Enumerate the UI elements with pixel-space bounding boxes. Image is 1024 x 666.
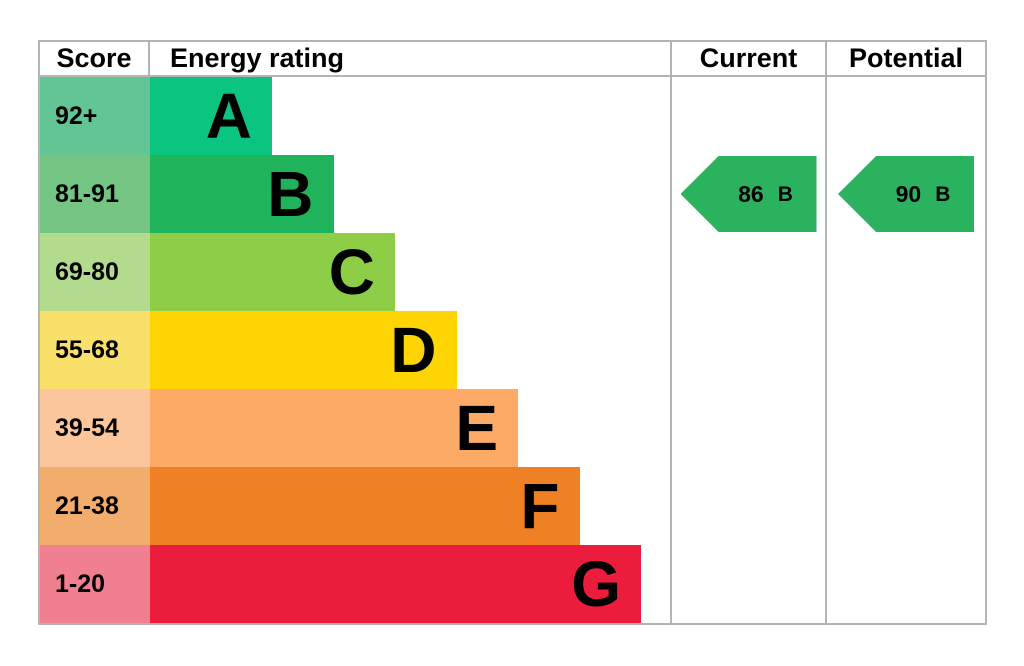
band-track-g: G [150,545,670,623]
band-bar-b: B [150,155,334,233]
band-track-a: A [150,77,670,155]
band-track-b: B [150,155,670,233]
band-bar-a: A [150,77,272,155]
potential-cell-a [825,77,985,155]
score-range-c: 69-80 [40,233,150,311]
header-row: Score Energy rating Current Potential [40,42,985,77]
band-row-g: 1-20 G [40,545,985,623]
current-cell-a [670,77,825,155]
current-cell-b: 86 B [670,155,825,233]
potential-cell-f [825,467,985,545]
band-bar-f: F [150,467,580,545]
band-row-a: 92+ A [40,77,985,155]
score-range-f: 21-38 [40,467,150,545]
band-track-c: C [150,233,670,311]
band-bar-d: D [150,311,457,389]
current-cell-f [670,467,825,545]
epc-chart-table: Score Energy rating Current Potential 92… [38,40,987,625]
current-column-header: Current [670,42,825,75]
current-rating-value: 86 [738,180,764,207]
potential-cell-g [825,545,985,623]
current-cell-e [670,389,825,467]
potential-rating-arrow: 90 B [838,156,974,232]
current-rating-band: B [777,182,793,206]
score-range-d: 55-68 [40,311,150,389]
band-row-e: 39-54 E [40,389,985,467]
current-cell-d [670,311,825,389]
potential-rating-band: B [935,182,951,206]
band-row-d: 55-68 D [40,311,985,389]
band-row-f: 21-38 F [40,467,985,545]
band-bar-c: C [150,233,395,311]
score-column-header: Score [40,42,150,75]
band-letter-g: G [571,548,621,620]
band-letter-a: A [205,80,252,152]
band-letter-f: F [520,470,560,542]
band-row-b: 81-91 B 86 B 90 B [40,155,985,233]
potential-rating-value: 90 [895,180,922,207]
band-track-e: E [150,389,670,467]
band-row-c: 69-80 C [40,233,985,311]
band-track-d: D [150,311,670,389]
potential-cell-e [825,389,985,467]
band-letter-b: B [267,158,314,230]
potential-cell-d [825,311,985,389]
band-track-f: F [150,467,670,545]
score-range-a: 92+ [40,77,150,155]
band-bar-e: E [150,389,518,467]
band-letter-c: C [328,236,375,308]
potential-column-header: Potential [825,42,985,75]
band-letter-d: D [390,314,437,386]
current-cell-c [670,233,825,311]
potential-cell-b: 90 B [825,155,985,233]
band-bar-g: G [150,545,641,623]
current-rating-arrow: 86 B [680,156,817,232]
current-cell-g [670,545,825,623]
score-range-e: 39-54 [40,389,150,467]
score-range-g: 1-20 [40,545,150,623]
band-letter-e: E [455,392,498,464]
potential-cell-c [825,233,985,311]
score-range-b: 81-91 [40,155,150,233]
energy-rating-column-header: Energy rating [170,43,345,73]
